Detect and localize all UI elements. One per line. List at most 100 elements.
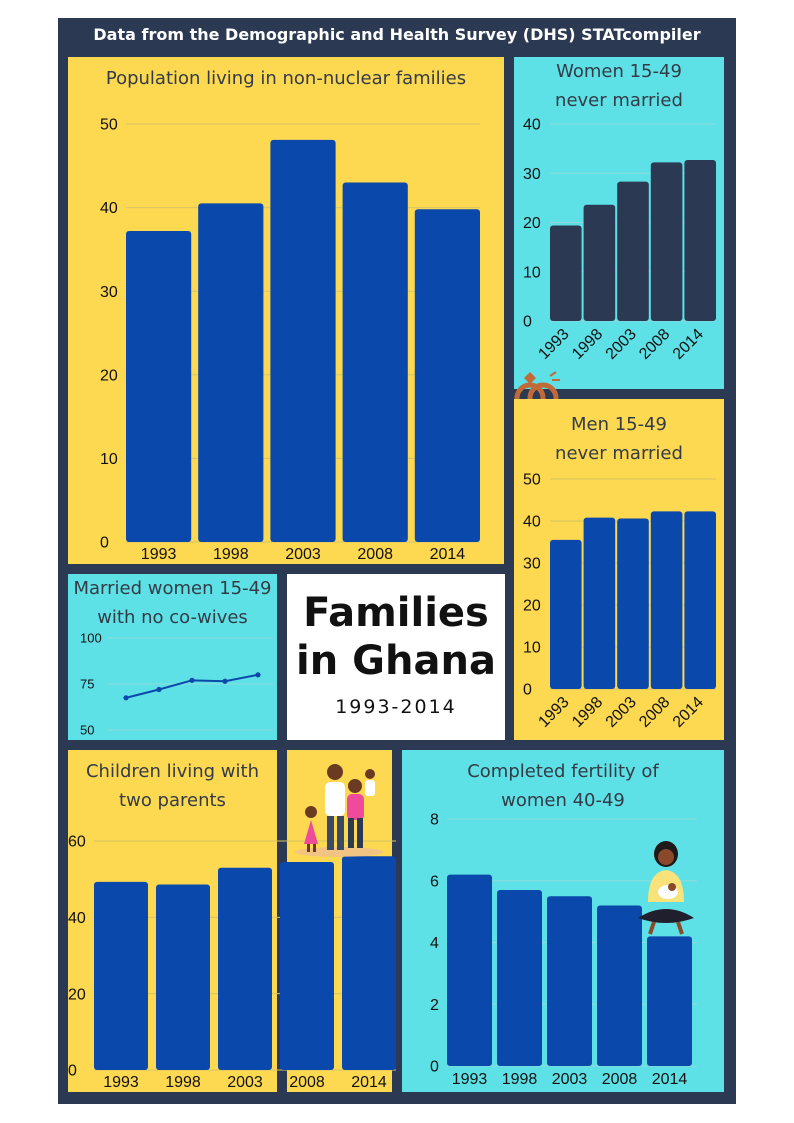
- x-tick-label: 2003: [285, 546, 321, 563]
- y-tick-label: 0: [430, 1059, 439, 1076]
- year-range: 1993-2014: [335, 696, 457, 718]
- bar-1993: [126, 231, 192, 542]
- y-tick-label: 20: [523, 215, 541, 232]
- chart-no-cowives: 50 75 100: [80, 631, 273, 738]
- panel-non-nuclear: Population living in non-nuclear familie…: [68, 57, 504, 564]
- panel-no-cowives: Married women 15-49 with no co-wives 50 75…: [68, 574, 277, 740]
- chart-title-children-line2: two parents: [119, 790, 226, 811]
- x-tick-label: 2014: [670, 326, 707, 363]
- y-tick-label: 0: [100, 535, 109, 552]
- y-tick-label: 60: [68, 834, 86, 851]
- x-tick-label: 1998: [569, 326, 606, 363]
- bar-1993: [550, 225, 582, 321]
- y-tick-label: 40: [523, 514, 541, 531]
- x-tick-label: 1998: [213, 546, 249, 563]
- bar-1998: [583, 517, 616, 689]
- x-tick-label: 2003: [603, 326, 640, 363]
- bar-2008: [650, 162, 683, 321]
- y-tick-label: 4: [430, 935, 439, 952]
- source-header: Data from the Demographic and Health Sur…: [93, 25, 701, 44]
- x-tick-label: 2014: [430, 546, 466, 563]
- y-tick-label: 30: [523, 556, 541, 573]
- y-tick-label: 8: [430, 812, 439, 829]
- x-tick-label: 2003: [227, 1074, 263, 1091]
- x-tick-label: 1998: [569, 694, 606, 731]
- y-tick-label: 6: [430, 873, 439, 890]
- bar-1998: [198, 203, 264, 543]
- bar-2014: [684, 159, 716, 321]
- chart-title-men-line1: Men 15-49: [570, 414, 668, 435]
- bar-1998: [156, 884, 210, 1070]
- chart-title-no-cowives: Married women 15-49 with no co-wives: [68, 574, 277, 632]
- bar-2014: [342, 856, 396, 1070]
- chart-title-men-never-married: Men 15-49 never married: [514, 410, 724, 468]
- point-1998: [156, 686, 162, 693]
- x-tick-label: 2014: [351, 1074, 387, 1091]
- y-tick-label: 10: [100, 451, 118, 468]
- y-tick-label: 50: [523, 472, 541, 489]
- chart-title-cowives-line1: Married women 15-49: [73, 578, 272, 599]
- chart-title-fertility-line1: Completed fertility of: [467, 761, 659, 782]
- bar-2003: [547, 896, 592, 1066]
- bar-2003: [270, 139, 336, 542]
- y-tick-label: 50: [100, 117, 118, 134]
- chart-title-two-parents: Children living with two parents: [68, 757, 277, 815]
- bar-2008: [597, 905, 642, 1066]
- x-tick-label: 1998: [502, 1071, 538, 1088]
- chart-non-nuclear: 0 10 20 30 40 50 1993 1998 2003 2008 2014: [100, 117, 480, 563]
- x-tick-label: 2008: [636, 326, 673, 363]
- chart-title-women-line1: Women 15-49: [556, 61, 682, 82]
- x-tick-label: 2008: [289, 1074, 325, 1091]
- chart-two-parents: 0 20 40 60 1993 1998 2003 2008 2014: [68, 834, 396, 1091]
- point-2003: [189, 677, 195, 683]
- x-tick-label: 2003: [603, 694, 640, 731]
- chart-title-children-line1: Children living with: [85, 761, 259, 782]
- y-tick-label: 40: [68, 910, 86, 927]
- main-title-line1: Families: [303, 590, 489, 636]
- y-tick-label: 100: [80, 631, 102, 646]
- chart-title-men-line2: never married: [555, 443, 683, 464]
- point-2008: [222, 678, 228, 684]
- bar-1998: [497, 890, 542, 1066]
- bar-2003: [617, 518, 649, 689]
- y-tick-label: 30: [523, 166, 541, 183]
- bar-2014: [684, 511, 716, 689]
- title-card: Families in Ghana 1993-2014: [287, 574, 505, 740]
- x-tick-label: 1993: [141, 546, 177, 563]
- chart-title-women-line2: never married: [555, 90, 683, 111]
- y-tick-label: 40: [523, 117, 541, 134]
- y-tick-label: 20: [523, 598, 541, 615]
- chart-title-fertility: Completed fertility of women 40-49: [402, 757, 724, 815]
- x-tick-label: 1993: [535, 694, 572, 731]
- x-tick-label: 1993: [535, 326, 572, 363]
- mother-baby-illustration: [638, 841, 694, 935]
- panel-women-never-married: Women 15-49 never married 0 10 20 30 40 1993 19…: [514, 57, 724, 389]
- bar-2008: [280, 861, 334, 1070]
- chart-title-non-nuclear: Population living in non-nuclear familie…: [105, 68, 467, 89]
- x-tick-label: 1993: [103, 1074, 139, 1091]
- x-tick-label: 2014: [652, 1071, 688, 1088]
- family-illustration: [295, 764, 383, 857]
- y-tick-label: 20: [100, 367, 118, 384]
- point-2014: [255, 672, 261, 678]
- bar-2014: [414, 209, 480, 542]
- bar-2003: [617, 181, 649, 321]
- bar-1998: [583, 204, 616, 321]
- x-tick-label: 2008: [357, 546, 393, 563]
- chart-fertility: 0 2 4 6 8 1993 1998 2003 2008 2014: [430, 812, 697, 1088]
- y-tick-label: 75: [80, 677, 94, 692]
- chart-title-women-never-married: Women 15-49 never married: [514, 57, 724, 115]
- y-tick-label: 30: [100, 284, 118, 301]
- y-tick-label: 20: [68, 986, 86, 1003]
- bar-1993: [94, 881, 148, 1070]
- y-tick-label: 40: [100, 200, 118, 217]
- main-title-line2: in Ghana: [296, 638, 496, 684]
- y-tick-label: 50: [80, 723, 94, 738]
- chart-title-cowives-line2: with no co-wives: [97, 607, 248, 628]
- bar-1993: [550, 539, 582, 689]
- y-tick-label: 0: [68, 1063, 77, 1080]
- panel-men-never-married: Men 15-49 never married 0 10 20 30 40 50 1993 19…: [514, 399, 724, 740]
- bar-2003: [218, 867, 272, 1070]
